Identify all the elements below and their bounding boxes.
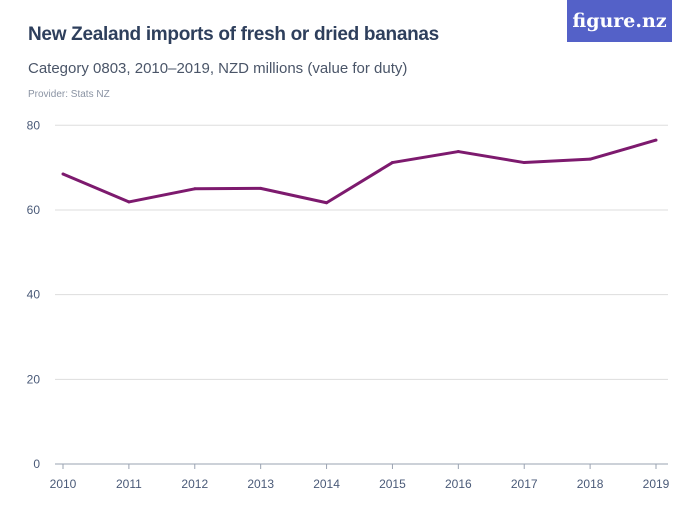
y-tick-label: 0 bbox=[33, 457, 40, 471]
data-point bbox=[588, 157, 592, 161]
data-point bbox=[325, 201, 329, 205]
data-point bbox=[193, 187, 197, 191]
figure-nz-logo[interactable]: figure.nz bbox=[567, 0, 672, 42]
data-point bbox=[259, 186, 263, 190]
data-point bbox=[456, 150, 460, 154]
y-tick-label: 60 bbox=[27, 203, 41, 217]
provider-text: Provider: Stats NZ bbox=[28, 89, 110, 100]
data-point bbox=[127, 200, 131, 204]
x-tick-label: 2015 bbox=[379, 477, 406, 491]
y-tick-label: 20 bbox=[27, 372, 41, 386]
x-tick-label: 2014 bbox=[313, 477, 340, 491]
x-tick-label: 2017 bbox=[511, 477, 538, 491]
y-tick-label: 40 bbox=[27, 288, 41, 302]
x-tick-label: 2010 bbox=[50, 477, 77, 491]
x-tick-label: 2016 bbox=[445, 477, 472, 491]
x-tick-label: 2019 bbox=[643, 477, 670, 491]
data-point bbox=[522, 161, 526, 165]
x-tick-label: 2012 bbox=[181, 477, 208, 491]
y-tick-label: 80 bbox=[27, 118, 41, 132]
data-point bbox=[61, 172, 65, 176]
chart-title: New Zealand imports of fresh or dried ba… bbox=[28, 24, 439, 45]
x-tick-label: 2011 bbox=[116, 477, 142, 491]
x-tick-label: 2018 bbox=[577, 477, 604, 491]
series-line bbox=[62, 138, 657, 205]
chart-subtitle: Category 0803, 2010–2019, NZD millions (… bbox=[28, 60, 408, 77]
data-point bbox=[654, 138, 658, 142]
data-point bbox=[390, 161, 394, 165]
x-tick-label: 2013 bbox=[247, 477, 274, 491]
